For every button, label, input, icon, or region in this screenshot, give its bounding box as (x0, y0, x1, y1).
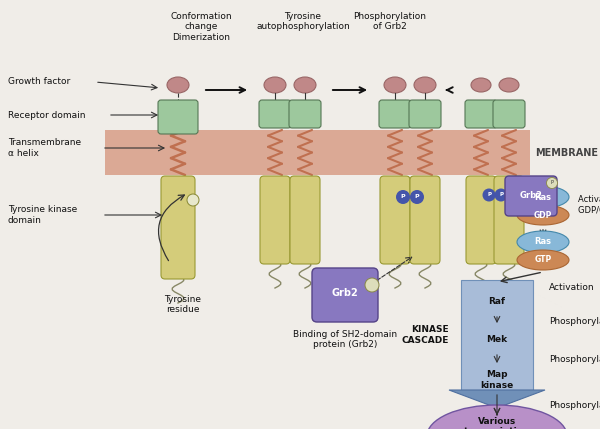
Ellipse shape (167, 77, 189, 93)
Text: Grb2: Grb2 (332, 288, 358, 298)
Ellipse shape (517, 250, 569, 270)
Text: Phosphorylation: Phosphorylation (549, 356, 600, 365)
Text: Grb2: Grb2 (520, 191, 542, 200)
Text: GTP: GTP (535, 256, 551, 265)
FancyBboxPatch shape (493, 100, 525, 128)
Ellipse shape (517, 186, 569, 208)
Ellipse shape (264, 77, 286, 93)
Text: P: P (401, 194, 406, 199)
Text: Transmembrane
α helix: Transmembrane α helix (8, 138, 81, 158)
FancyBboxPatch shape (312, 268, 378, 322)
Text: Map
kinase: Map kinase (481, 370, 514, 390)
FancyBboxPatch shape (465, 100, 497, 128)
Ellipse shape (499, 78, 519, 92)
Text: Phosphorylation: Phosphorylation (549, 317, 600, 326)
FancyBboxPatch shape (410, 176, 440, 264)
FancyBboxPatch shape (379, 100, 411, 128)
Circle shape (494, 188, 508, 202)
Text: Activation: Activation (549, 284, 595, 293)
Text: P: P (487, 193, 491, 197)
Circle shape (187, 194, 199, 206)
FancyBboxPatch shape (260, 176, 290, 264)
Text: MEMBRANE: MEMBRANE (535, 148, 598, 157)
FancyBboxPatch shape (259, 100, 291, 128)
Text: Mek: Mek (487, 335, 508, 344)
Ellipse shape (471, 78, 491, 92)
FancyBboxPatch shape (158, 100, 198, 134)
Circle shape (365, 278, 379, 292)
Ellipse shape (427, 405, 567, 429)
Text: Various
transcription
factors: Various transcription factors (464, 417, 530, 429)
Text: Binding of SH2-domain
protein (Grb2): Binding of SH2-domain protein (Grb2) (293, 330, 397, 349)
FancyBboxPatch shape (289, 100, 321, 128)
Text: Tyrosine
residue: Tyrosine residue (164, 295, 202, 314)
Text: GDP: GDP (534, 211, 552, 220)
FancyBboxPatch shape (290, 176, 320, 264)
Text: Activation of RAS
GDP/GTP exchange: Activation of RAS GDP/GTP exchange (578, 195, 600, 214)
Circle shape (547, 178, 557, 188)
Text: P: P (499, 193, 503, 197)
Text: KINASE
CASCADE: KINASE CASCADE (401, 325, 449, 344)
Circle shape (396, 190, 410, 204)
Polygon shape (449, 390, 545, 408)
Bar (461, 280, 533, 390)
Text: Growth factor: Growth factor (8, 78, 70, 87)
Bar (105, 130, 530, 175)
Ellipse shape (414, 77, 436, 93)
Text: Raf: Raf (488, 297, 505, 306)
Text: Ras: Ras (535, 193, 551, 202)
Text: Tyrosine kinase
domain: Tyrosine kinase domain (8, 205, 77, 225)
Ellipse shape (384, 77, 406, 93)
Ellipse shape (517, 205, 569, 225)
FancyBboxPatch shape (494, 176, 524, 264)
FancyBboxPatch shape (409, 100, 441, 128)
Circle shape (482, 188, 496, 202)
Text: P: P (551, 181, 553, 185)
Text: Conformation
change
Dimerization: Conformation change Dimerization (170, 12, 232, 42)
Text: Tyrosine
autophosphorylation: Tyrosine autophosphorylation (256, 12, 350, 31)
FancyBboxPatch shape (161, 176, 195, 279)
Text: Ras: Ras (535, 238, 551, 247)
Text: Phosphorylation: Phosphorylation (549, 402, 600, 411)
FancyBboxPatch shape (380, 176, 410, 264)
Text: P: P (415, 194, 419, 199)
Text: Receptor domain: Receptor domain (8, 111, 86, 120)
FancyBboxPatch shape (466, 176, 496, 264)
Ellipse shape (294, 77, 316, 93)
Ellipse shape (517, 231, 569, 253)
FancyBboxPatch shape (505, 176, 557, 216)
Circle shape (410, 190, 424, 204)
Text: Phosphorylation
of Grb2: Phosphorylation of Grb2 (353, 12, 427, 31)
